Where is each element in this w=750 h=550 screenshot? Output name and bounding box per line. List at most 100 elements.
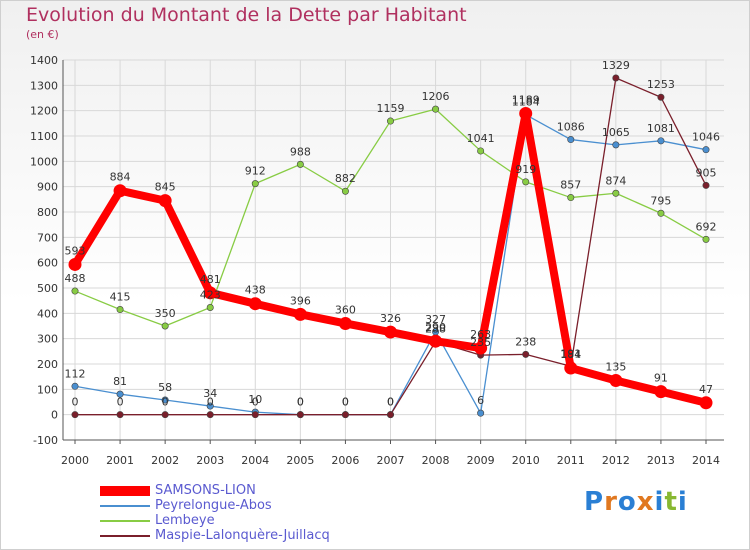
data-point — [71, 382, 79, 390]
y-tick-label: 400 — [37, 307, 58, 320]
data-label: 874 — [605, 174, 626, 187]
data-point — [386, 411, 394, 419]
data-point — [161, 322, 169, 330]
y-tick-label: 300 — [37, 333, 58, 346]
data-label: 235 — [470, 336, 491, 349]
data-point — [203, 286, 217, 300]
data-point — [474, 341, 488, 355]
data-label: 1065 — [602, 126, 630, 139]
data-point — [477, 409, 485, 417]
x-tick-label: 2004 — [241, 454, 269, 467]
data-label: 912 — [245, 165, 266, 178]
x-tick-label: 2005 — [286, 454, 314, 467]
chart-title: Evolution du Montant de la Dette par Hab… — [26, 4, 467, 26]
x-tick-label: 2003 — [196, 454, 224, 467]
data-label: 919 — [515, 163, 536, 176]
data-label: 692 — [696, 220, 717, 233]
data-label: 288 — [425, 323, 446, 336]
data-label: 905 — [696, 166, 717, 179]
legend-label: Peyrelongue-Abos — [155, 498, 272, 513]
data-point — [248, 297, 262, 311]
legend-label: Lembeye — [155, 513, 215, 528]
data-point — [293, 307, 307, 321]
data-label: 0 — [387, 396, 394, 409]
x-tick-label: 2002 — [151, 454, 179, 467]
data-point — [206, 411, 214, 419]
data-label: 481 — [200, 273, 221, 286]
data-label: 81 — [113, 375, 127, 388]
data-label: 1253 — [647, 78, 675, 91]
legend-swatch — [100, 505, 150, 507]
data-point — [206, 402, 214, 410]
data-label: 988 — [290, 145, 311, 158]
y-tick-label: 0 — [51, 409, 58, 422]
data-point — [519, 106, 533, 120]
data-label: 0 — [252, 396, 259, 409]
data-label: 1184 — [512, 96, 540, 109]
data-label: 438 — [245, 284, 266, 297]
data-label: 795 — [650, 194, 671, 207]
data-point — [206, 304, 214, 312]
logo-letter: i — [654, 487, 665, 517]
data-point — [477, 147, 485, 155]
data-point — [384, 325, 397, 339]
data-point — [702, 181, 710, 189]
data-point — [564, 361, 578, 375]
x-tick-label: 2008 — [422, 454, 450, 467]
data-point — [657, 93, 665, 101]
x-tick-label: 2013 — [647, 454, 675, 467]
y-tick-label: 700 — [37, 231, 58, 244]
x-tick-label: 2007 — [377, 454, 405, 467]
logo-letter: x — [636, 487, 655, 517]
data-label: 396 — [290, 294, 311, 307]
data-point — [654, 385, 668, 399]
y-tick-label: 500 — [37, 282, 58, 295]
chart-subtitle: (en €) — [26, 28, 59, 41]
data-label: 423 — [200, 289, 221, 302]
data-point — [432, 105, 440, 113]
data-label: 91 — [654, 372, 668, 385]
data-label: 0 — [342, 396, 349, 409]
y-tick-label: 1400 — [30, 54, 58, 67]
legend-swatch — [100, 520, 150, 522]
data-label: 0 — [387, 396, 394, 409]
data-point — [113, 184, 127, 198]
data-point — [116, 411, 124, 419]
data-label: 191 — [560, 347, 581, 360]
data-point — [71, 411, 79, 419]
y-tick-label: 1300 — [30, 79, 58, 92]
data-label: 6 — [477, 394, 484, 407]
data-point — [71, 287, 79, 295]
data-point — [612, 141, 620, 149]
data-label: 845 — [155, 181, 176, 194]
y-tick-label: 200 — [37, 358, 58, 371]
data-label: 0 — [297, 396, 304, 409]
x-tick-label: 2010 — [512, 454, 540, 467]
data-label: 34 — [203, 387, 217, 400]
data-point — [158, 194, 172, 208]
data-label: 47 — [699, 383, 713, 396]
data-point — [612, 189, 620, 197]
y-tick-label: 1000 — [30, 155, 58, 168]
x-tick-label: 2001 — [106, 454, 134, 467]
data-point — [68, 257, 82, 271]
data-point — [429, 334, 443, 348]
data-point — [702, 235, 710, 243]
data-label: 415 — [110, 291, 131, 304]
logo-letter: P — [584, 487, 605, 517]
data-label: 1206 — [422, 90, 450, 103]
data-label: 0 — [117, 396, 124, 409]
data-point — [567, 136, 575, 144]
data-point — [116, 306, 124, 314]
data-point — [161, 396, 169, 404]
data-label: 0 — [342, 396, 349, 409]
legend-label: Maspie-Lalonquère-Juillacq — [155, 528, 330, 543]
data-label: 884 — [110, 171, 131, 184]
data-label: 58 — [158, 381, 172, 394]
legend-swatch — [100, 486, 150, 496]
x-tick-label: 2014 — [692, 454, 720, 467]
data-point — [609, 373, 623, 387]
data-point — [296, 160, 304, 168]
y-tick-label: 900 — [37, 181, 58, 194]
